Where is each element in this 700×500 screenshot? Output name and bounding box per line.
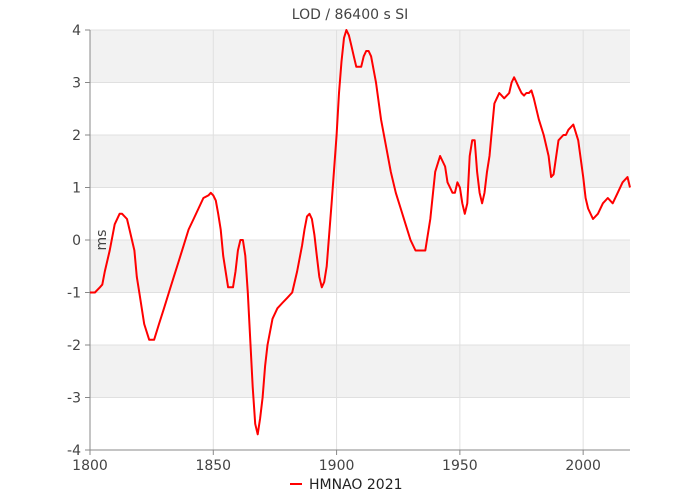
series-line — [90, 29, 631, 436]
x-tick-label: 2000 — [565, 458, 601, 474]
x-axis-ticks: 1800 1850 1900 1950 2000 — [72, 450, 601, 474]
series-layer — [90, 29, 631, 436]
x-tick-label: 1900 — [319, 458, 355, 474]
legend-label: HMNAO 2021 — [309, 477, 403, 493]
legend[interactable]: HMNAO 2021 — [290, 477, 403, 493]
band — [90, 345, 630, 398]
y-tick-label: -2 — [67, 338, 81, 354]
x-tick-label: 1850 — [195, 458, 231, 474]
y-tick-label: 1 — [72, 181, 81, 197]
y-tick-label: -1 — [67, 286, 81, 302]
y-tick-label: 3 — [72, 76, 81, 92]
chart-title: LOD / 86400 s SI — [292, 7, 408, 23]
band — [90, 135, 630, 188]
gridlines — [89, 29, 630, 451]
y-tick-label: 2 — [72, 128, 81, 144]
y-tick-label: 0 — [72, 233, 81, 249]
y-tick-label: 4 — [72, 23, 81, 39]
y-tick-label: -3 — [67, 391, 81, 407]
x-tick-label: 1800 — [72, 458, 108, 474]
plot-bands — [90, 30, 630, 398]
y-axis-ticks: -4 -3 -2 -1 0 1 2 3 4 — [67, 23, 90, 459]
x-tick-label: 1950 — [442, 458, 478, 474]
band — [90, 30, 630, 83]
y-axis-label: ms — [94, 230, 110, 251]
y-tick-label: -4 — [67, 443, 81, 459]
band — [90, 240, 630, 293]
